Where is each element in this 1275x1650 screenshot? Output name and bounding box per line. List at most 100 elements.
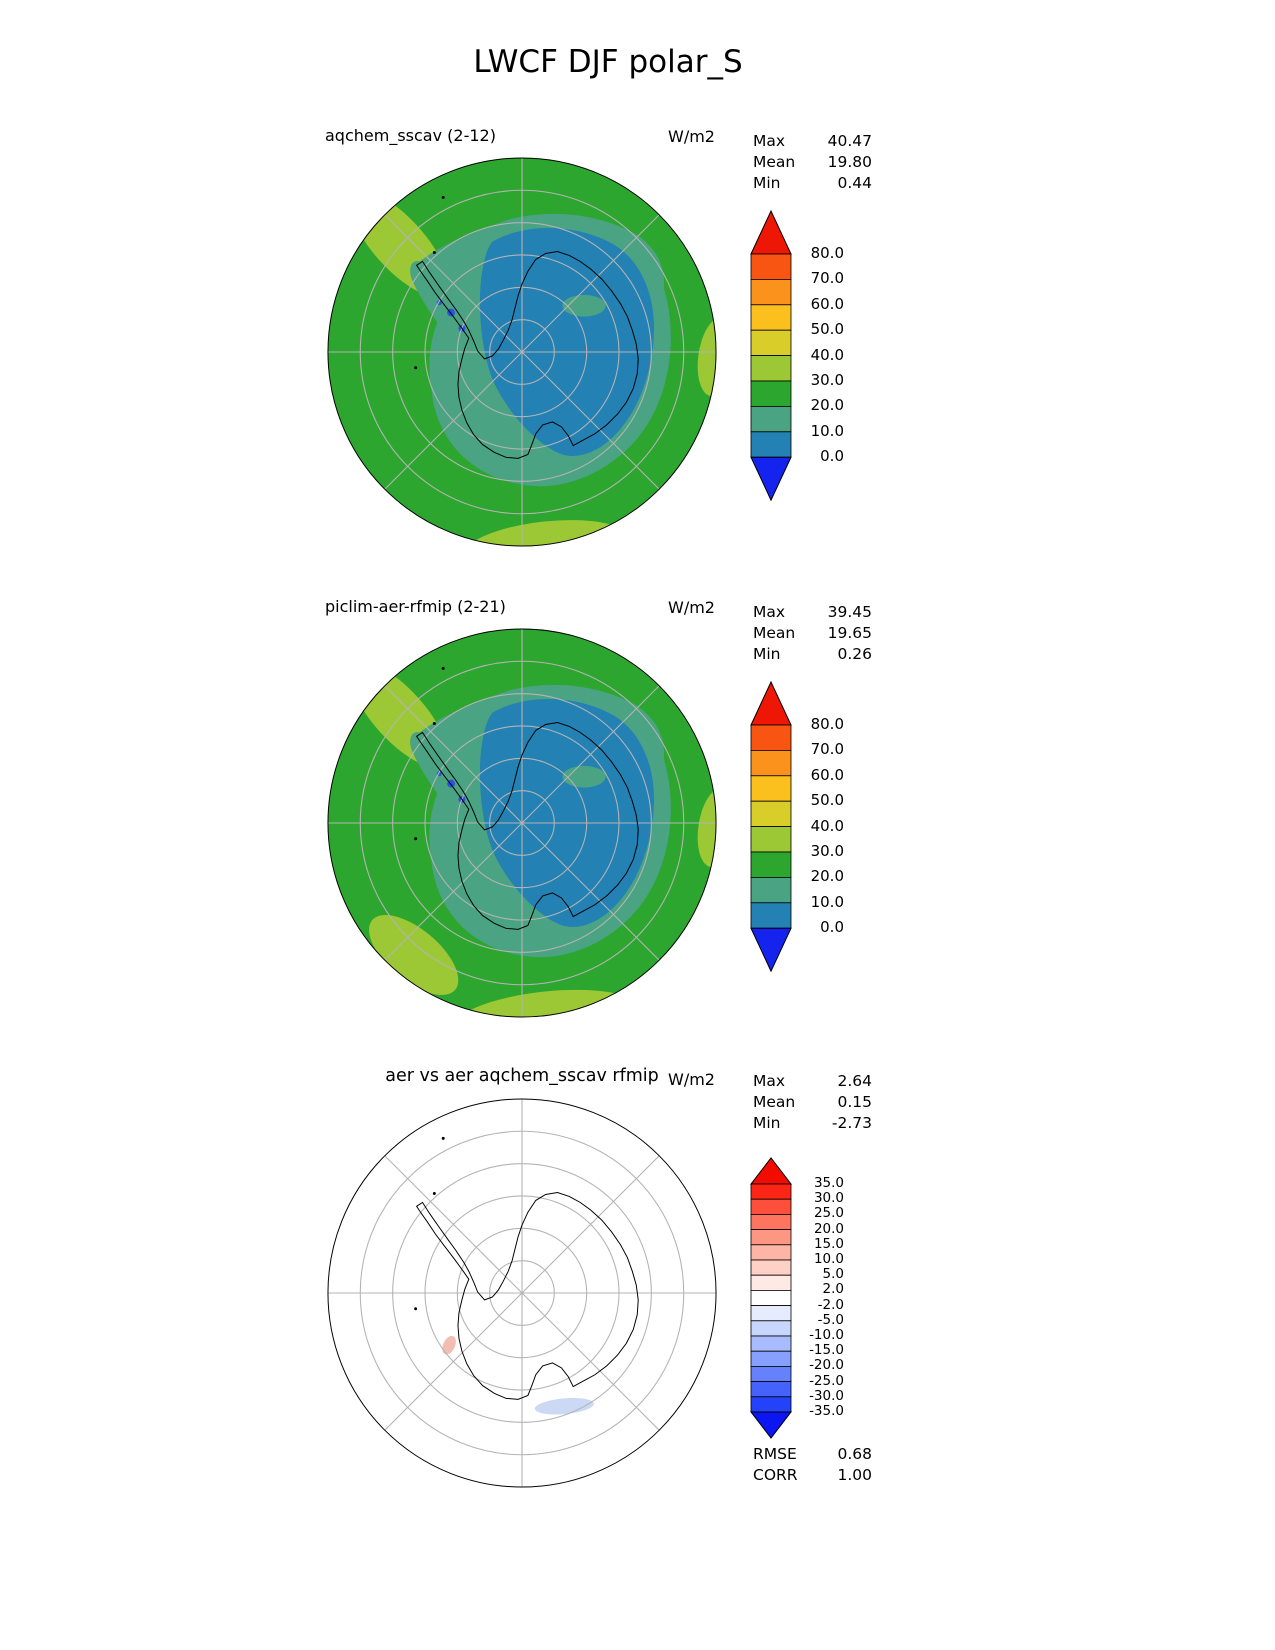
colorbar-tick-label: 25.0 (813, 1205, 844, 1222)
colorbar-tick-label: 20.0 (813, 1220, 844, 1237)
map-gridlines (327, 157, 717, 547)
stat-row: Min 0.26 (753, 644, 872, 665)
stat-label: CORR (753, 1466, 798, 1484)
colorbar-tick-label: 30.0 (813, 1190, 844, 1207)
colorbar-band (750, 304, 792, 331)
stat-row: Mean 19.80 (753, 152, 872, 173)
colorbar-band (750, 1198, 792, 1215)
colorbar-tick-label: 70.0 (810, 269, 844, 288)
colorbar-over-arrow (750, 681, 792, 726)
colorbar-tick-label: 10.0 (810, 892, 844, 911)
contour-diff-negative-spot (534, 1398, 594, 1415)
stat-value: 19.80 (827, 153, 872, 171)
colorbar-band (750, 355, 792, 382)
colorbar-over-arrow (750, 1157, 792, 1185)
map-boundary (327, 628, 717, 1018)
stat-row: CORR 1.00 (753, 1465, 872, 1486)
stat-value: 1.00 (837, 1466, 872, 1484)
colorbar-tick-label: 0.0 (820, 918, 844, 937)
stat-value: 39.45 (827, 603, 872, 621)
stat-value: 40.47 (827, 132, 872, 150)
colorbar-band (750, 775, 792, 802)
contour-diff-positive-spot (442, 1335, 456, 1355)
colorbar-band (750, 253, 792, 280)
colorbar-band (750, 1365, 792, 1382)
colorbar-band (750, 1396, 792, 1413)
stat-row: Max 39.45 (753, 602, 872, 623)
colorbar-band (750, 1274, 792, 1291)
colorbar-gradient (750, 210, 792, 502)
colorbar-tick-label: -5.0 (817, 1311, 844, 1328)
colorbar-tick-label: 5.0 (822, 1266, 844, 1283)
colorbar-band (750, 851, 792, 878)
stat-label: Min (753, 645, 781, 663)
figure-title: LWCF DJF polar_S (473, 44, 743, 80)
colorbar-under-arrow (750, 927, 792, 973)
colorbar-tick-label: 80.0 (810, 715, 844, 734)
contour-region-30-40 (463, 520, 630, 547)
colorbar-band (750, 800, 792, 827)
colorbar-tick-label: -15.0 (809, 1342, 844, 1359)
contour-region-30-40 (369, 915, 459, 995)
colorbar-band (750, 1350, 792, 1367)
colorbar-band (750, 902, 792, 929)
stat-label: Min (753, 1114, 781, 1132)
colorbar-band (750, 380, 792, 407)
contour-region-0-10 (479, 699, 654, 927)
map-boundary (327, 157, 717, 547)
stat-label: Max (753, 1072, 786, 1090)
colorbar-tick-label: 60.0 (810, 765, 844, 784)
stat-row: Mean 19.65 (753, 623, 872, 644)
colorbar-band (750, 405, 792, 433)
colorbar-tick-label: 2.0 (822, 1281, 844, 1298)
map-boundary (327, 1098, 717, 1488)
stat-label: Mean (753, 153, 796, 171)
map-gridlines (327, 1098, 717, 1488)
panel2-subtitle: piclim-aer-rfmip (2-21) (325, 597, 506, 616)
colorbar-band (750, 1214, 792, 1231)
colorbar-gradient (750, 681, 792, 973)
colorbar-band (750, 750, 792, 777)
colorbar-band (750, 1320, 792, 1337)
stat-label: Mean (753, 624, 796, 642)
panel2-colorbar: 80.0 70.0 60.0 50.0 40.0 30.0 20.0 10.0 0.0 (750, 681, 850, 973)
panel1-units-label: W/m2 (668, 127, 715, 146)
stat-label: Mean (753, 1093, 796, 1111)
map-panel1 (327, 157, 717, 547)
colorbar-tick-label: 50.0 (810, 791, 844, 810)
colorbar-tick-label: 40.0 (810, 816, 844, 835)
stat-row: Mean 0.15 (753, 1092, 872, 1113)
colorbar-band (750, 329, 792, 356)
stat-label: Max (753, 132, 786, 150)
colorbar-tick-label: 60.0 (810, 294, 844, 313)
colorbar-under-arrow (750, 1411, 792, 1439)
map-panel2 (327, 628, 717, 1018)
panel3-subtitle: aer vs aer aqchem_sscav rfmip (385, 1066, 659, 1086)
stat-row: Min -2.73 (753, 1113, 872, 1134)
stat-value: 0.68 (837, 1445, 872, 1463)
panel2-units-label: W/m2 (668, 598, 715, 617)
panel3-colorbar: 35.0 30.0 25.0 20.0 15.0 10.0 5.0 2.0 -2.0 -5.0 -1… (750, 1157, 850, 1441)
panel3-skill-stats: RMSE 0.68 CORR 1.00 (753, 1444, 872, 1486)
stat-value: 19.65 (827, 624, 872, 642)
colorbar-tick-label: -30.0 (809, 1387, 844, 1404)
colorbar-over-arrow (750, 210, 792, 255)
panel1-stats: Max 40.47 Mean 19.80 Min 0.44 (753, 131, 872, 194)
stat-value: 0.44 (837, 174, 872, 192)
colorbar-tick-label: 10.0 (813, 1250, 844, 1267)
colorbar-tick-label: 80.0 (810, 244, 844, 263)
panel3-stats: Max 2.64 Mean 0.15 Min -2.73 (753, 1071, 872, 1134)
colorbar-band (750, 826, 792, 853)
colorbar-band (750, 1259, 792, 1276)
stat-label: RMSE (753, 1445, 797, 1463)
colorbar-band (750, 431, 792, 458)
colorbar-tick-label: 70.0 (810, 740, 844, 759)
stat-label: Min (753, 174, 781, 192)
panel1-subtitle: aqchem_sscav (2-12) (325, 126, 496, 145)
colorbar-tick-label: 30.0 (810, 842, 844, 861)
colorbar-tick-label: -10.0 (809, 1326, 844, 1343)
stat-value: 0.15 (837, 1093, 872, 1111)
colorbar-band (750, 279, 792, 306)
colorbar-tick-label: -35.0 (809, 1402, 844, 1419)
